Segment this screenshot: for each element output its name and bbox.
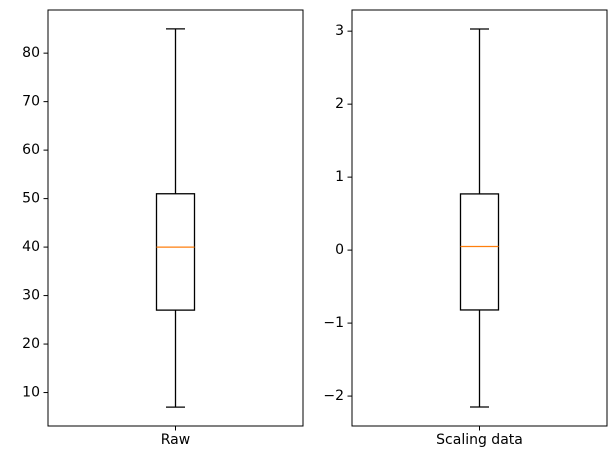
y-tick-label: 20 bbox=[22, 336, 40, 352]
y-tick-label: 0 bbox=[335, 242, 344, 258]
box-iqr bbox=[459, 193, 500, 311]
y-tick-label: −2 bbox=[323, 388, 344, 404]
y-tick-label: 70 bbox=[22, 94, 40, 110]
y-tick-label: 60 bbox=[22, 142, 40, 158]
y-tick-label: 3 bbox=[335, 23, 344, 39]
y-tick-label: 2 bbox=[335, 96, 344, 112]
y-tick-label: 50 bbox=[22, 191, 40, 207]
y-tick-label: 1 bbox=[335, 169, 344, 185]
y-tick-label: 40 bbox=[22, 239, 40, 255]
y-tick-label: 80 bbox=[22, 45, 40, 61]
y-tick-label: 10 bbox=[22, 385, 40, 401]
subplot-1: 10 20 30 40 50 60 70 80 Raw bbox=[22, 9, 304, 448]
y-tick-label: −1 bbox=[323, 315, 344, 331]
box-iqr bbox=[155, 193, 196, 311]
x-category-label: Raw bbox=[161, 432, 190, 448]
y-tick-label: 30 bbox=[22, 288, 40, 304]
subplot-2: −2 −1 0 1 2 3 Scaling data bbox=[323, 9, 608, 448]
x-category-label: Scaling data bbox=[436, 432, 523, 448]
